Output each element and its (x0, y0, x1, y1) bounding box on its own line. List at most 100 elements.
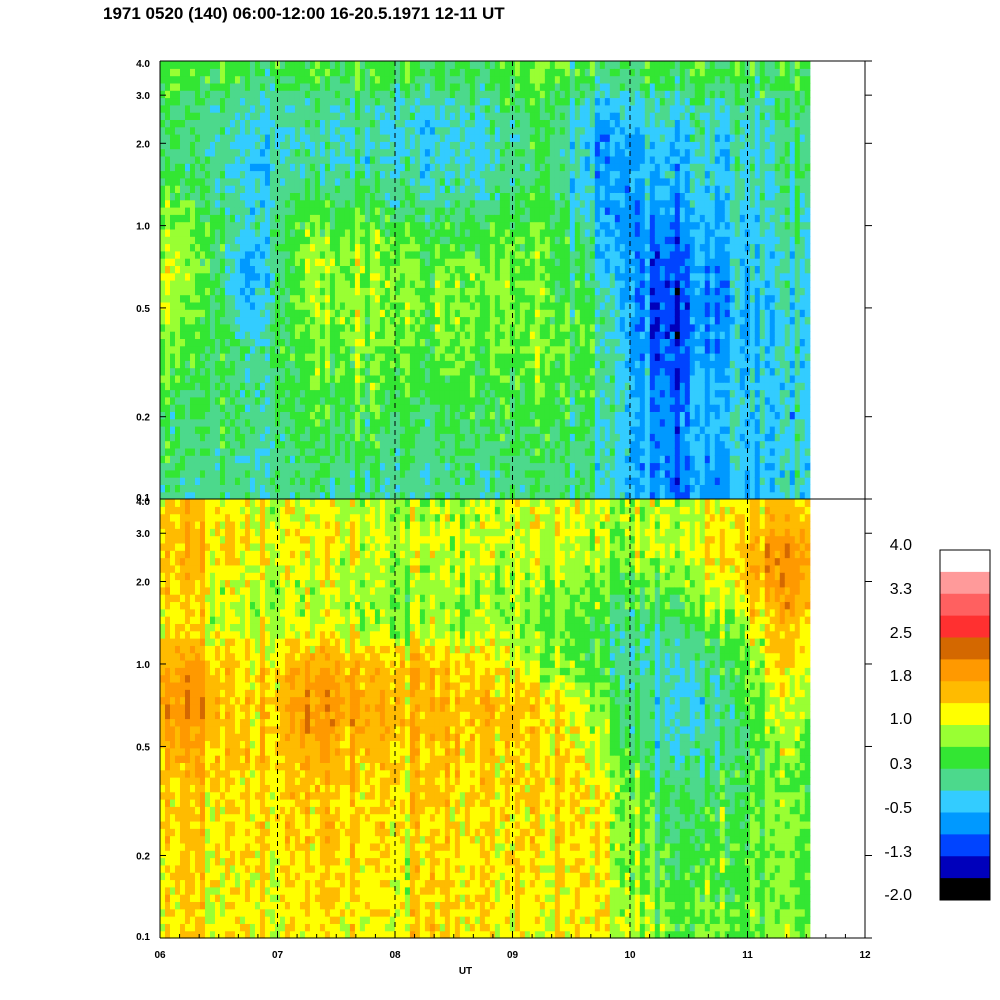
heatmap-cell (569, 440, 576, 449)
heatmap-cell (339, 353, 346, 361)
heatmap-cell (439, 367, 446, 376)
heatmap-cell (160, 447, 166, 456)
heatmap-cell (334, 455, 341, 464)
heatmap-cell (399, 396, 406, 405)
heatmap-cell (339, 484, 346, 493)
heatmap-cell (434, 462, 441, 471)
heatmap-cell (429, 214, 436, 223)
heatmap-cell (469, 82, 476, 91)
heatmap-cell (259, 345, 266, 354)
heatmap-cell (229, 104, 236, 113)
heatmap-cell (464, 155, 471, 164)
heatmap-cell (499, 141, 506, 150)
heatmap-cell (324, 367, 331, 376)
heatmap-cell (529, 287, 536, 296)
heatmap-cell (449, 97, 456, 106)
heatmap-cell (399, 170, 406, 179)
heatmap-cell (254, 185, 261, 193)
heatmap-cell (334, 338, 341, 347)
heatmap-cell (349, 272, 356, 281)
heatmap-cell (419, 163, 426, 172)
heatmap-cell (199, 112, 206, 120)
heatmap-cell (254, 462, 261, 471)
heatmap-cell (359, 382, 366, 391)
heatmap-cell (419, 68, 426, 77)
heatmap-cell (274, 404, 281, 412)
heatmap-cell (324, 389, 331, 398)
heatmap-cell (369, 382, 376, 391)
heatmap-cell (264, 331, 271, 339)
heatmap-cell (199, 265, 206, 274)
heatmap-cell (174, 199, 181, 208)
heatmap-cell (244, 155, 251, 164)
heatmap-cell (439, 389, 446, 398)
heatmap-cell (404, 265, 411, 274)
heatmap-cell (444, 155, 451, 164)
heatmap-cell (429, 148, 436, 157)
heatmap-cell (304, 462, 311, 471)
heatmap-cell (179, 68, 186, 77)
chart-title: 1971 0520 (140) 06:00-12:00 16-20.5.1971… (103, 4, 505, 23)
heatmap-cell (369, 119, 376, 128)
heatmap-cell (329, 280, 336, 288)
heatmap-cell (379, 447, 386, 456)
heatmap-cell (434, 469, 441, 478)
heatmap-cell (204, 345, 211, 354)
heatmap-cell (474, 294, 481, 303)
heatmap-cell (544, 440, 551, 449)
heatmap-cell (564, 353, 571, 361)
heatmap-cell (534, 265, 541, 274)
heatmap-cell (214, 119, 221, 128)
heatmap-cell (339, 236, 346, 245)
heatmap-cell (449, 236, 456, 245)
heatmap-cell (339, 404, 346, 412)
heatmap-cell (499, 396, 506, 405)
heatmap-cell (454, 404, 461, 412)
heatmap-cell (224, 177, 231, 186)
heatmap-cell (379, 316, 386, 325)
heatmap-cell (559, 104, 566, 113)
heatmap-cell (439, 345, 446, 354)
heatmap-cell (179, 374, 186, 383)
heatmap-cell (419, 280, 426, 288)
heatmap-cell (244, 418, 251, 427)
heatmap-cell (279, 477, 286, 485)
heatmap-cell (160, 477, 166, 485)
heatmap-cell (274, 155, 281, 164)
heatmap-cell (274, 199, 281, 208)
heatmap-cell (219, 433, 226, 442)
heatmap-cell (214, 294, 221, 303)
heatmap-cell (179, 491, 186, 500)
heatmap-cell (564, 491, 571, 500)
heatmap-cell (494, 294, 501, 303)
heatmap-cell (464, 75, 471, 84)
heatmap-cell (304, 250, 311, 259)
heatmap-cell (279, 426, 286, 434)
heatmap-cell (354, 221, 361, 230)
heatmap-cell (394, 301, 401, 310)
heatmap-cell (564, 280, 571, 288)
heatmap-cell (479, 367, 486, 376)
heatmap-cell (559, 360, 566, 369)
heatmap-cell (404, 404, 411, 412)
heatmap-cell (489, 207, 496, 215)
heatmap-cell (259, 389, 266, 398)
heatmap-cell (274, 236, 281, 245)
heatmap-cell (569, 141, 576, 150)
heatmap-cell (379, 177, 386, 186)
heatmap-cell (259, 484, 266, 493)
heatmap-cell (539, 163, 546, 172)
heatmap-cell (414, 309, 421, 318)
heatmap-cell (569, 90, 576, 99)
heatmap-cell (484, 207, 491, 215)
heatmap-cell (469, 112, 476, 120)
heatmap-cell (299, 75, 306, 84)
heatmap-cell (549, 374, 556, 383)
heatmap-cell (384, 185, 391, 193)
heatmap-cell (494, 287, 501, 296)
heatmap-cell (549, 192, 556, 201)
heatmap-cell (559, 491, 566, 500)
heatmap-cell (259, 207, 266, 215)
heatmap-cell (494, 155, 501, 164)
heatmap-cell (439, 68, 446, 77)
